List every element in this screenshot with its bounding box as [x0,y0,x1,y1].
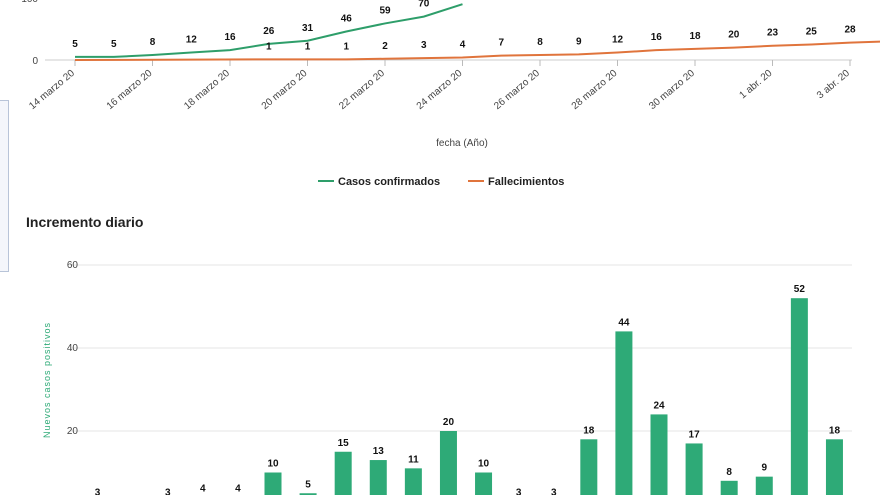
confirmed-data-label: 8 [150,37,156,48]
daily-bar [790,298,808,495]
line-x-tick-label: 26 marzo 20 [492,68,542,112]
line-x-tick-label: 22 marzo 20 [337,68,387,112]
line-x-tick-label: 3 abr. 20 [815,68,852,102]
bar-data-label: 10 [267,459,279,470]
bar-data-label: 13 [373,446,385,457]
daily-bar [720,480,738,495]
bar-data-label: 52 [794,284,806,295]
bar-y-axis-title: Nuevos casos positivos [42,322,52,438]
bar-data-label: 11 [408,454,419,465]
daily-bar [650,414,668,495]
confirmed-data-label: 5 [72,39,78,50]
bar-y-tick-label: 20 [67,426,79,437]
deaths-data-label: 12 [612,35,624,46]
bar-data-label: 3 [95,488,101,495]
daily-bar [615,331,633,495]
deaths-data-label: 7 [498,38,504,49]
side-panel-edge [0,100,9,272]
daily-bar [334,451,352,495]
line-y-tick-0: 0 [32,56,38,67]
line-x-tick-label: 24 marzo 20 [415,68,465,112]
bar-data-label: 20 [443,417,455,428]
deaths-data-label: 3 [421,40,427,51]
deaths-data-label: 1 [266,41,272,52]
legend-label-deaths: Fallecimientos [488,176,564,188]
bar-data-label: 18 [829,425,841,436]
line-x-tick-label: 18 marzo 20 [182,68,232,112]
daily-increment-title: Incremento diario [26,214,144,230]
daily-bar [404,468,422,495]
bar-data-label: 8 [726,467,732,478]
daily-bar [580,439,598,495]
daily-bar [475,472,493,495]
daily-bar [369,460,387,495]
bar-data-label: 4 [235,483,241,494]
line-x-tick-label: 1 abr. 20 [738,68,775,102]
confirmed-data-label: 59 [379,5,391,16]
confirmed-data-label: 12 [186,35,198,46]
daily-bar [825,439,843,495]
deaths-data-label: 1 [305,41,311,52]
daily-bar [685,443,703,495]
series-line-confirmed [75,3,463,58]
bar-data-label: 9 [761,463,767,474]
bar-data-label: 3 [165,488,171,495]
bar-y-tick-label: 40 [67,343,79,354]
confirmed-data-label: 16 [224,32,236,43]
deaths-data-label: 1 [343,41,349,52]
deaths-data-label: 23 [767,28,779,39]
legend-label-confirmed: Casos confirmados [338,176,440,188]
confirmed-data-label: 46 [341,13,353,24]
daily-bar [439,431,457,495]
daily-bar [299,493,317,495]
bar-data-label: 44 [618,317,630,328]
bar-data-label: 3 [516,488,522,495]
bar-y-tick-label: 60 [67,260,79,271]
deaths-data-label: 18 [689,31,701,42]
deaths-data-label: 9 [576,36,582,47]
line-y-tick-100: 100 [21,0,38,5]
line-x-tick-label: 16 marzo 20 [105,68,155,112]
confirmed-data-label: 26 [263,26,275,37]
bar-data-label: 24 [653,400,665,411]
bar-data-label: 18 [583,425,595,436]
line-x-tick-label: 20 marzo 20 [260,68,310,112]
bar-data-label: 10 [478,459,490,470]
daily-bar [264,472,282,495]
daily-bar [755,476,773,495]
confirmed-data-label: 70 [418,0,430,10]
deaths-data-label: 2 [382,41,388,52]
deaths-data-label: 4 [460,40,466,51]
line-x-tick-label: 14 marzo 20 [27,68,77,112]
series-line-deaths [74,40,880,61]
bar-data-label: 17 [689,429,701,440]
line-x-tick-label: 28 marzo 20 [570,68,620,112]
deaths-data-label: 8 [537,37,543,48]
bar-data-label: 4 [200,483,206,494]
deaths-data-label: 16 [651,32,663,43]
deaths-data-label: 20 [728,30,740,41]
confirmed-data-label: 31 [302,23,314,34]
deaths-data-label: 28 [844,25,856,36]
bar-data-label: 15 [338,438,350,449]
line-x-tick-label: 30 marzo 20 [647,68,697,112]
confirmed-data-label: 5 [111,39,117,50]
bar-data-label: 5 [305,479,311,490]
line-x-axis-title: fecha (Año) [436,138,488,149]
bar-data-label: 3 [551,488,557,495]
deaths-data-label: 25 [806,27,818,38]
